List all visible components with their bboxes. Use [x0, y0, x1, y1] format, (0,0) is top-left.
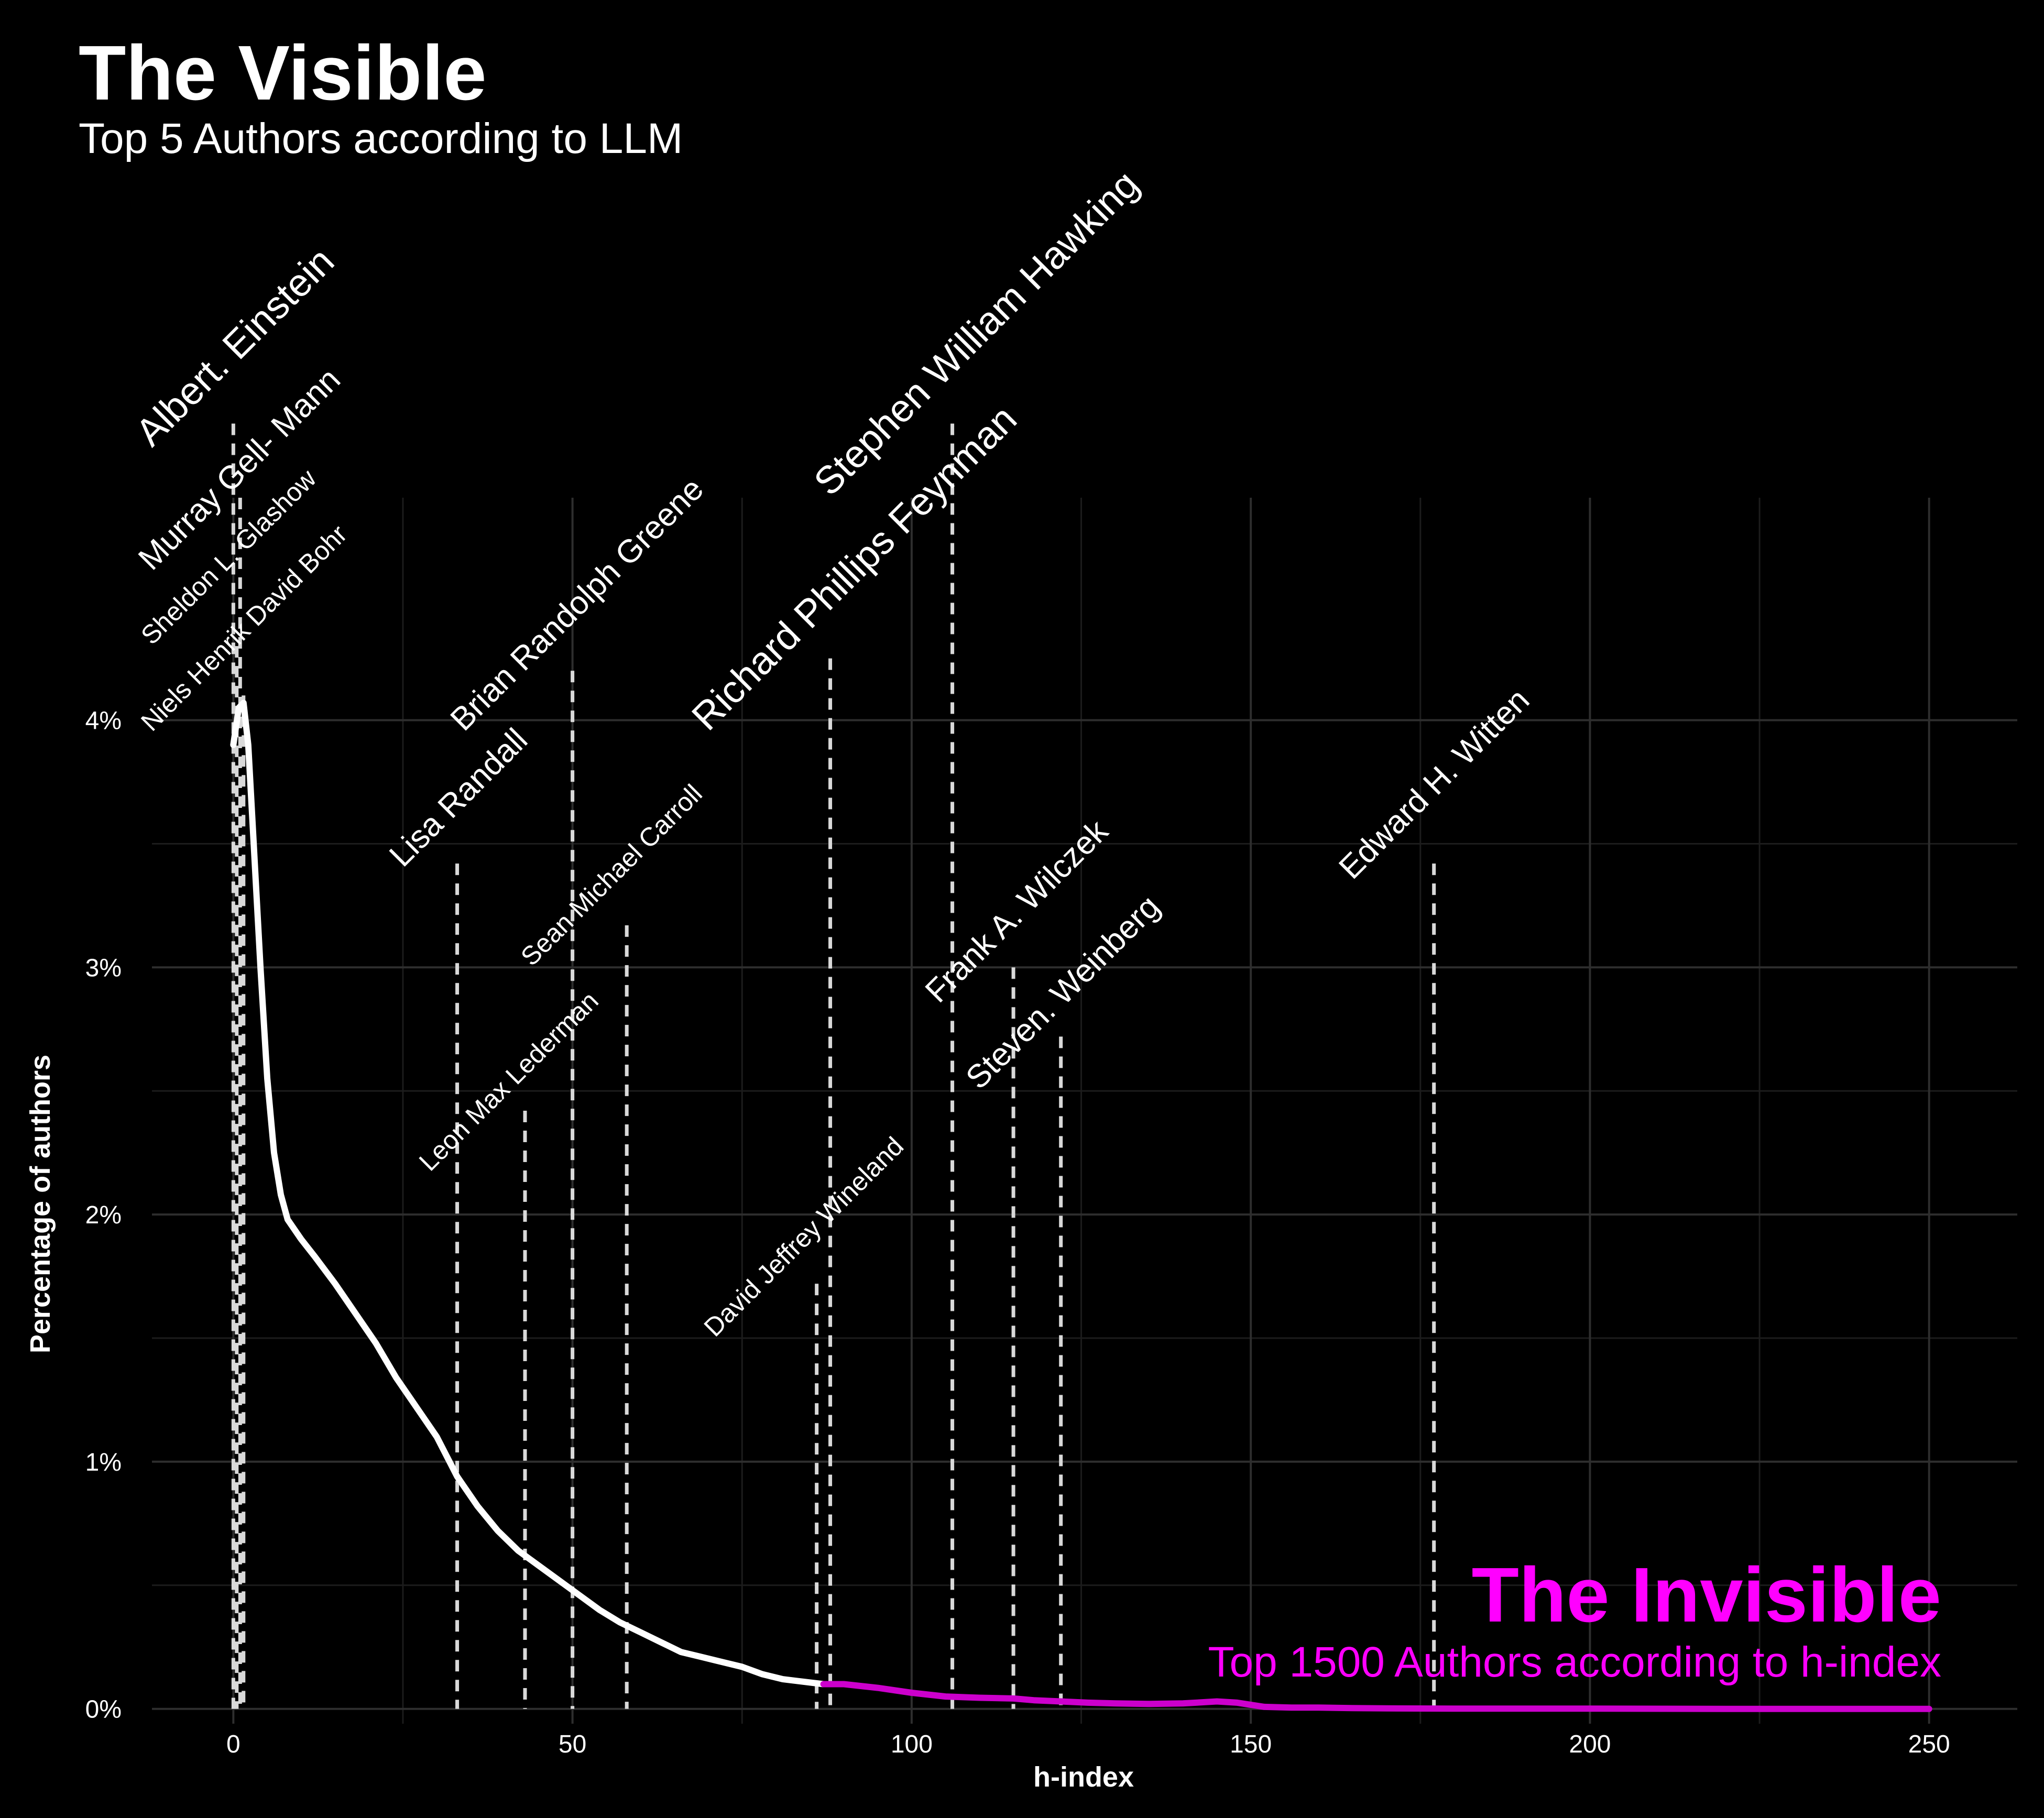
x-tick-label: 100: [891, 1731, 933, 1758]
visible-curve: [230, 699, 827, 1688]
chart-title: The Visible: [79, 30, 487, 116]
density-curves: [230, 699, 1932, 1712]
y-axis-label: Percentage of authors: [25, 1055, 56, 1353]
x-axis-ticks: 0 50 100 150 200 250: [226, 1731, 1950, 1758]
chart-subtitle: Top 5 Authors according to LLM: [79, 115, 683, 162]
invisible-curve: [820, 1681, 1932, 1712]
y-axis-ticks: 0% 1% 2% 3% 4%: [85, 707, 122, 1724]
author-marker-lines: [231, 423, 1436, 1709]
y-tick-label: 1%: [85, 1449, 122, 1476]
x-tick-label: 50: [559, 1731, 586, 1758]
y-tick-label: 3%: [85, 954, 122, 982]
x-tick-label: 150: [1230, 1731, 1272, 1758]
x-axis-label: h-index: [1033, 1761, 1134, 1793]
x-tick-label: 200: [1569, 1731, 1611, 1758]
x-tick-label: 250: [1908, 1731, 1950, 1758]
invisible-title: The Invisible: [1472, 1552, 1941, 1638]
y-tick-label: 2%: [85, 1201, 122, 1229]
grid-minor: [152, 498, 2017, 1724]
invisible-subtitle: Top 1500 Authors according to h-index: [1208, 1638, 1942, 1686]
y-tick-label: 0%: [85, 1696, 122, 1724]
y-tick-label: 4%: [85, 707, 122, 735]
x-tick-label: 0: [226, 1731, 241, 1758]
